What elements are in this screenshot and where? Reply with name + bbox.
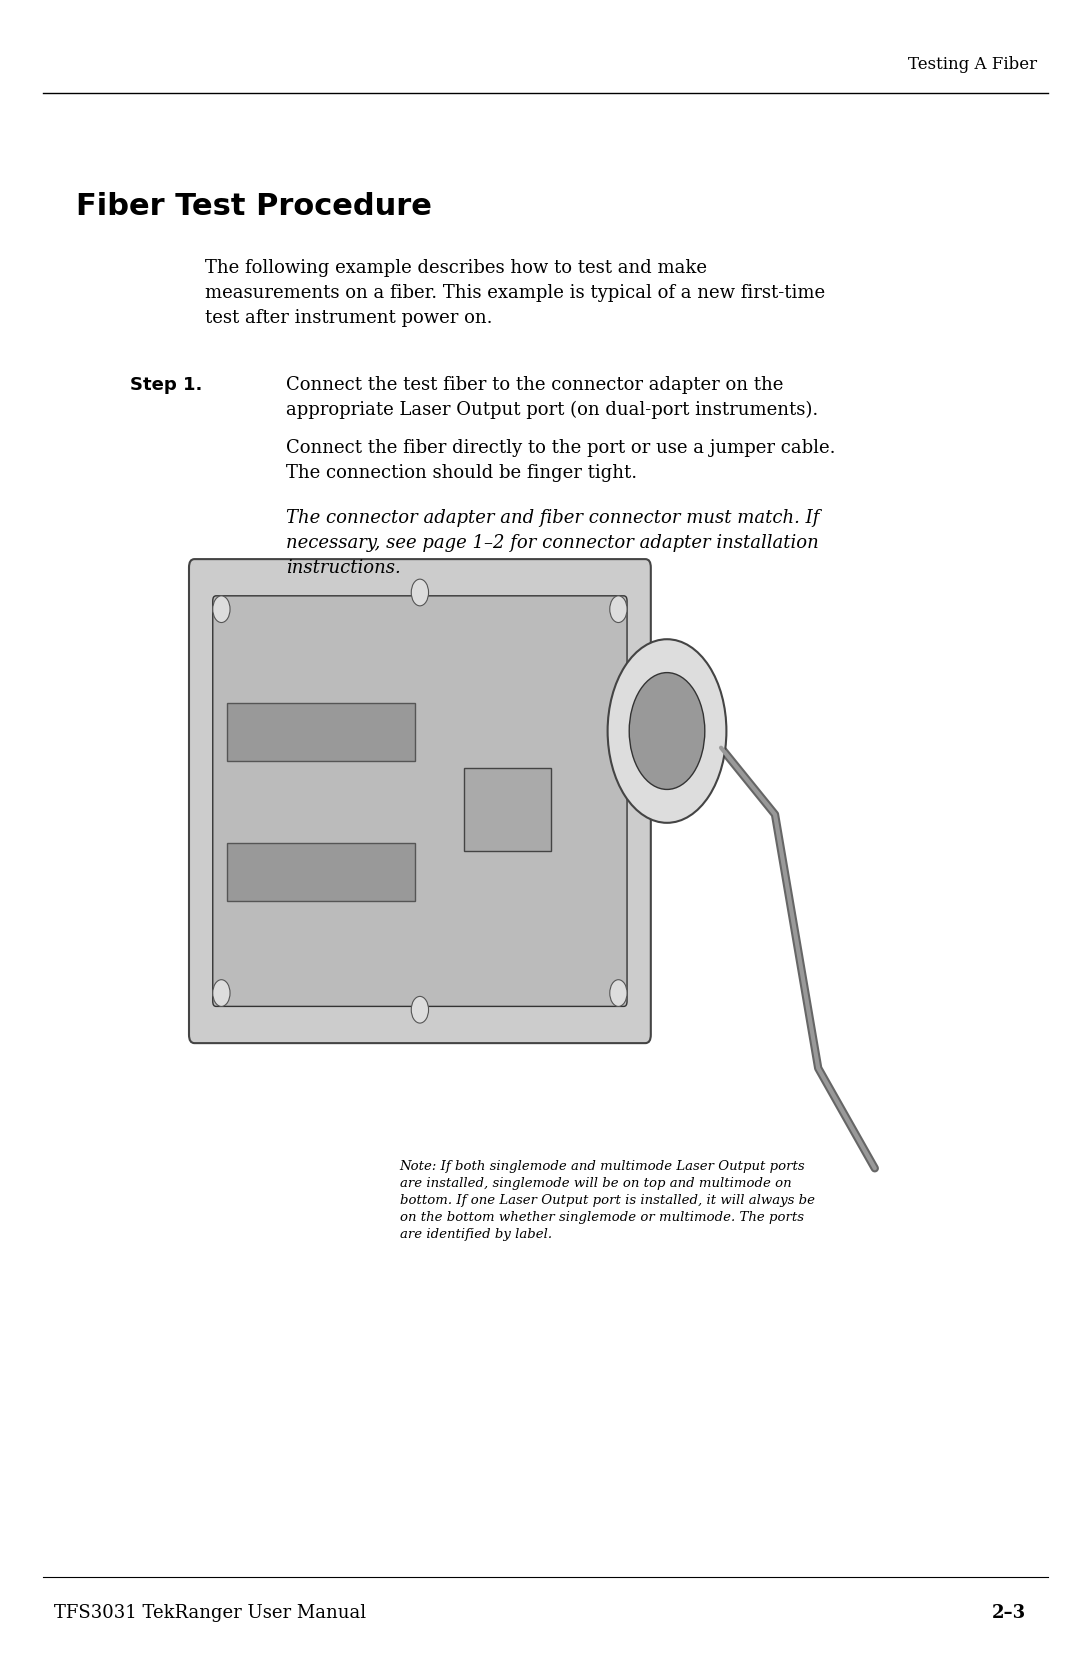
Circle shape <box>213 596 230 623</box>
FancyBboxPatch shape <box>213 596 627 1006</box>
Text: Step 1.: Step 1. <box>130 376 202 394</box>
Text: Connect the test fiber to the connector adapter on the
appropriate Laser Output : Connect the test fiber to the connector … <box>286 376 819 419</box>
Circle shape <box>411 996 429 1023</box>
Text: 2–3: 2–3 <box>991 1604 1026 1622</box>
Text: Fiber Test Procedure: Fiber Test Procedure <box>76 192 432 220</box>
Text: The connector adapter and fiber connector must match. If
necessary, see page 1–2: The connector adapter and fiber connecto… <box>286 509 820 577</box>
Circle shape <box>608 639 727 823</box>
Text: TFS3031 TekRanger User Manual: TFS3031 TekRanger User Manual <box>54 1604 366 1622</box>
Circle shape <box>610 980 627 1006</box>
Text: Note: If both singlemode and multimode Laser Output ports
are installed, singlem: Note: If both singlemode and multimode L… <box>400 1160 814 1242</box>
Circle shape <box>630 673 705 789</box>
Text: Connect the fiber directly to the port or use a jumper cable.
The connection sho: Connect the fiber directly to the port o… <box>286 439 836 482</box>
Bar <box>227 703 415 761</box>
Circle shape <box>213 980 230 1006</box>
Bar <box>464 768 551 851</box>
Bar <box>227 843 415 901</box>
Circle shape <box>610 596 627 623</box>
Text: The following example describes how to test and make
measurements on a fiber. Th: The following example describes how to t… <box>205 259 825 327</box>
Text: Testing A Fiber: Testing A Fiber <box>907 57 1037 73</box>
Circle shape <box>411 579 429 606</box>
FancyBboxPatch shape <box>189 559 651 1043</box>
